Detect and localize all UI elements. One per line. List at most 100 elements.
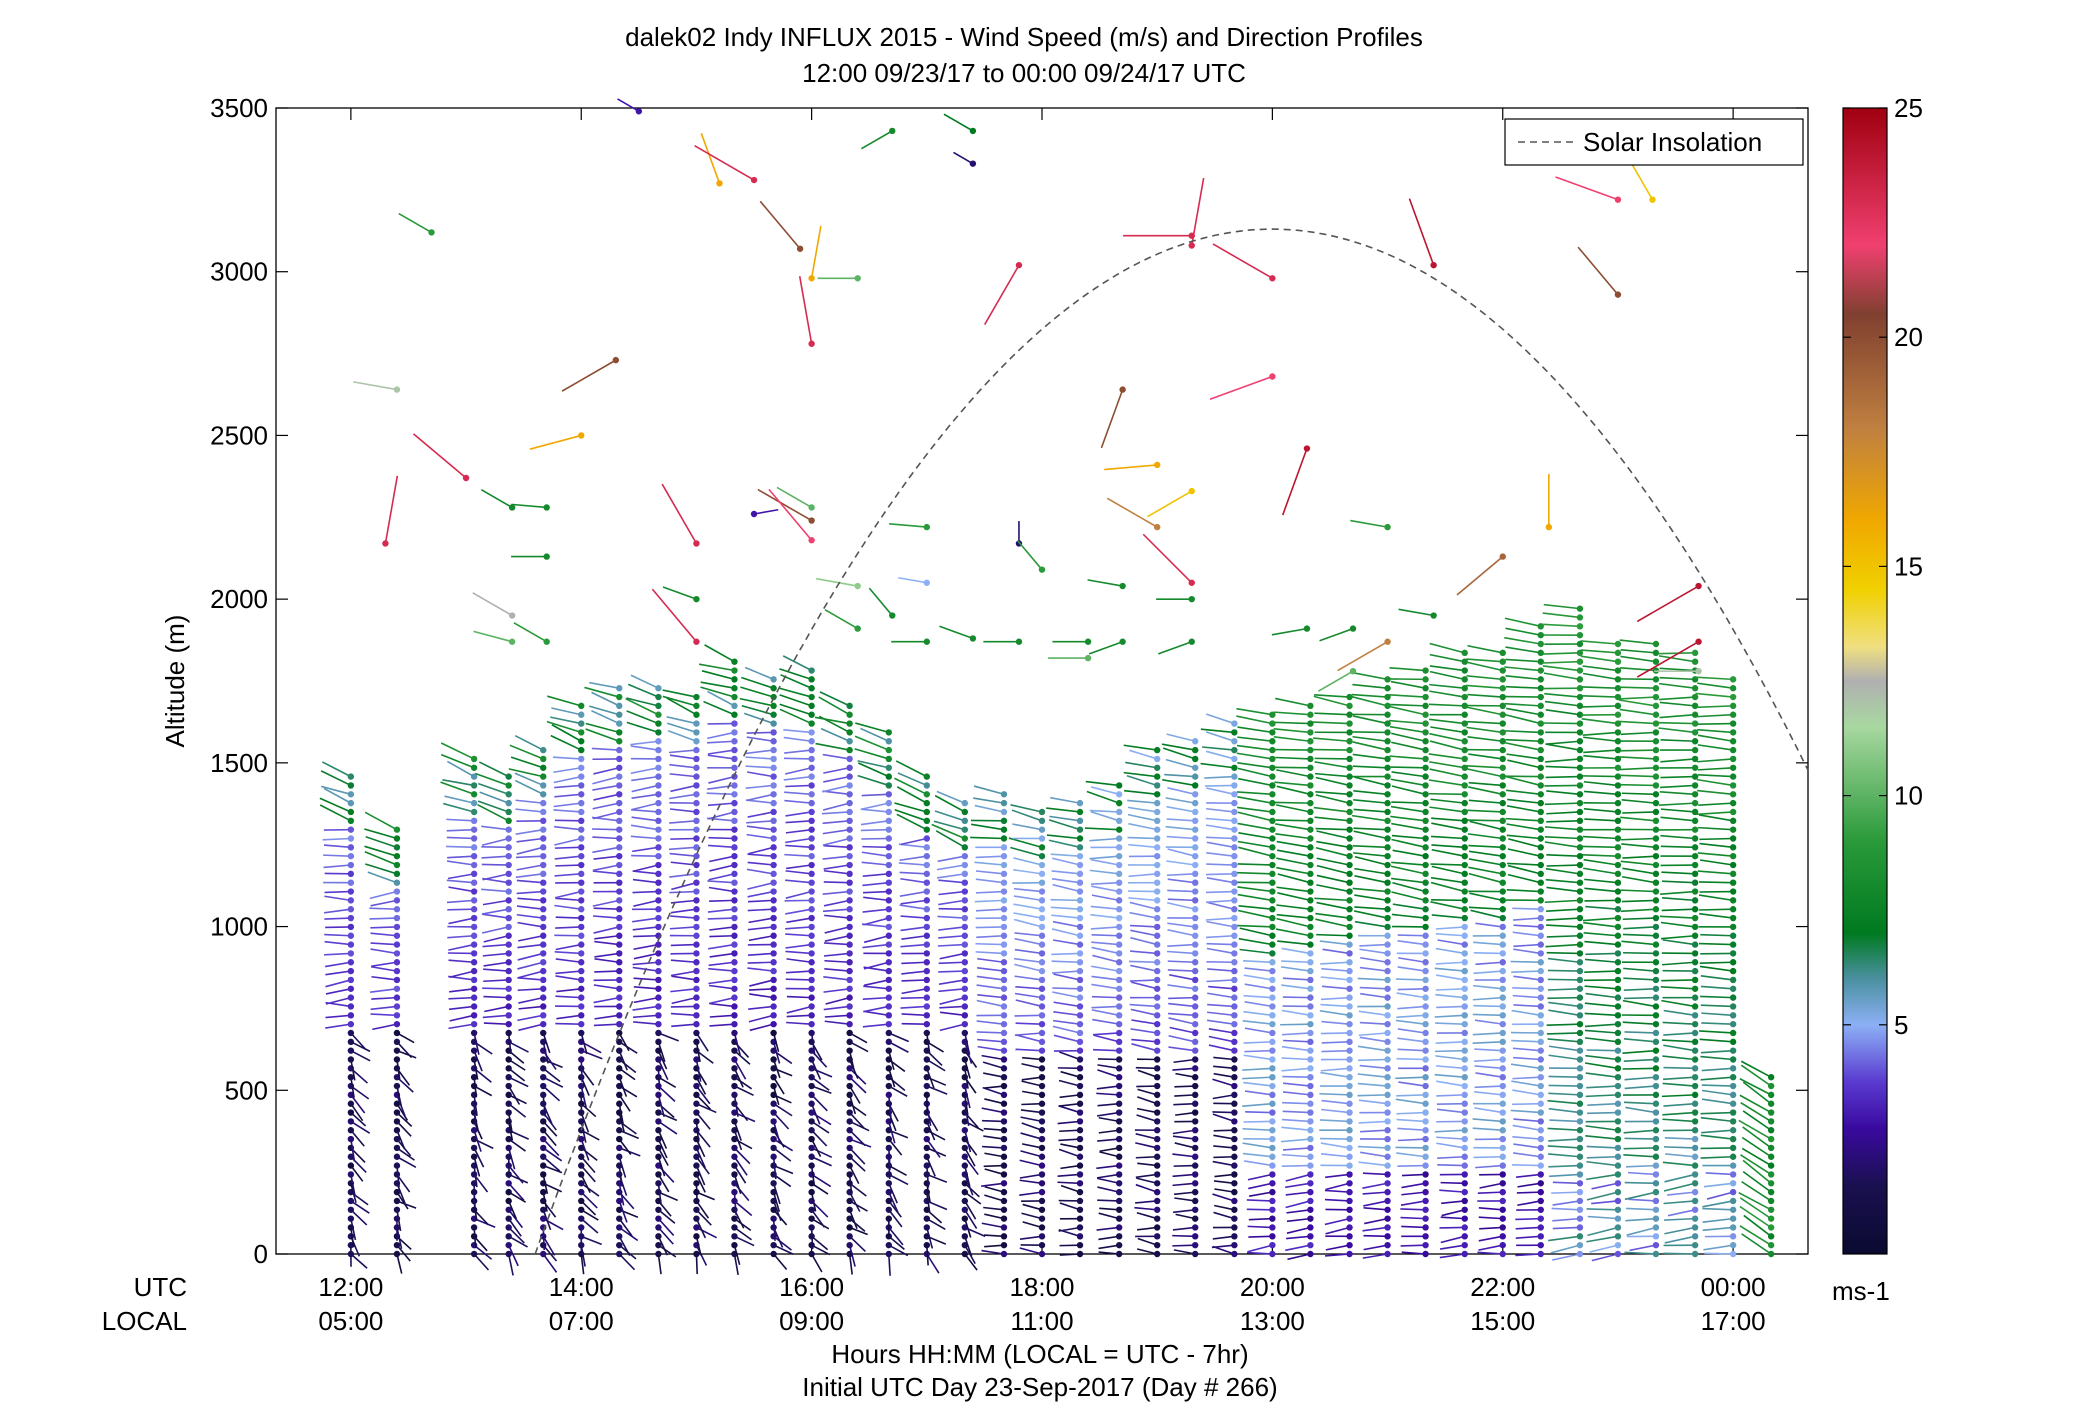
wind-barb-dot [1691, 1056, 1699, 1063]
wind-barb-dot [540, 941, 547, 948]
wind-barb-dot [1499, 658, 1506, 665]
wind-barb-shaft [1172, 1226, 1196, 1231]
wind-barb-dot [1652, 906, 1660, 913]
wind-barb-dot [1652, 1020, 1660, 1028]
wind-barb-dot [540, 835, 547, 842]
wind-barb-dot [1576, 711, 1584, 718]
wind-barb-dot [1384, 1003, 1391, 1010]
wind-barb-shaft [1397, 1127, 1426, 1132]
wind-barb-dot [1231, 1020, 1238, 1028]
wind-barb-dot [1537, 738, 1544, 745]
wind-barb-shaft [1242, 1127, 1273, 1132]
wind-barb-shaft [1620, 655, 1657, 663]
wind-barb-shaft [1429, 683, 1465, 689]
wind-barb-shaft [1505, 658, 1541, 663]
y-tick-label: 1000 [210, 912, 268, 942]
wind-barb-dot [1614, 729, 1622, 736]
wind-barb-shaft [1053, 973, 1081, 981]
wind-barb-dot [1461, 985, 1468, 992]
wind-barb-shaft [849, 1147, 866, 1165]
wind-barb-shaft [773, 1147, 792, 1162]
wind-barb-dot [1153, 959, 1161, 966]
wind-barb-dot [1192, 1188, 1199, 1196]
wind-barb-dot [505, 897, 512, 904]
wind-barb-shaft [1206, 863, 1235, 866]
wind-barb-dot [885, 1003, 892, 1010]
wind-barb-shaft [1549, 1119, 1580, 1123]
wind-barb-shaft [350, 1253, 368, 1269]
wind-barb-shaft [1019, 1235, 1043, 1240]
wind-barb-shaft [670, 970, 697, 977]
wind-barb-shaft [1546, 886, 1581, 893]
wind-barb-dot [770, 1250, 777, 1258]
wind-barb-shaft [1620, 889, 1656, 893]
wind-barb-dot [770, 746, 777, 754]
wind-barb-dot [1461, 888, 1468, 895]
wind-barb-dot [846, 755, 853, 763]
wind-barb-dot [1153, 994, 1161, 1001]
wind-barb-dot [1115, 844, 1123, 851]
wind-barb-dot [470, 994, 478, 1001]
wind-barb-dot [505, 932, 512, 939]
wind-barb-shaft [984, 1098, 1005, 1105]
wind-barb-shaft [1586, 1145, 1618, 1149]
wind-barb-shaft [1212, 1078, 1235, 1087]
wind-barb-shaft [632, 870, 659, 875]
wind-barb-dot [808, 1144, 815, 1152]
wind-barb-dot [1614, 817, 1622, 825]
wind-barb-dot [1422, 897, 1429, 904]
wind-barb-shaft [926, 1129, 946, 1141]
wind-barb-shaft [1206, 787, 1235, 796]
wind-barb-dot [1576, 685, 1584, 692]
wind-barb-dot [923, 923, 931, 931]
wind-barb-shaft [1352, 753, 1388, 760]
wind-barb-shaft [1020, 1132, 1043, 1140]
wind-barb-dot [655, 1250, 662, 1258]
wind-barb-shaft [1130, 936, 1158, 946]
wind-barb-dot [1192, 1109, 1199, 1116]
wind-barb-shaft [325, 979, 352, 988]
wind-barb-dot [347, 1197, 355, 1205]
wind-barb-shaft [1169, 974, 1196, 981]
wind-barb-shaft [811, 1129, 828, 1147]
wind-barb-shaft [811, 1235, 829, 1251]
wind-barb-dot [578, 782, 585, 789]
wind-barb-shaft [1092, 1018, 1120, 1025]
wind-barb-shaft [1623, 1058, 1656, 1063]
wind-barb-shaft [1585, 952, 1618, 956]
wind-barb-shaft [657, 1050, 668, 1070]
wind-barb-dot [505, 1073, 512, 1081]
wind-barb-dot [1000, 1162, 1008, 1169]
wind-barb-dot [808, 967, 815, 975]
wind-barb-shaft [1237, 863, 1273, 866]
wind-barb-dot [578, 746, 585, 754]
wind-barb-shaft [324, 933, 351, 937]
wind-barb-shaft [757, 488, 813, 522]
wind-barb-dot [1652, 782, 1660, 789]
wind-barb-dot [1576, 799, 1584, 807]
wind-barb-shaft [1244, 967, 1273, 972]
wind-barb-shaft [1435, 1041, 1465, 1044]
wind-barb-shaft [748, 1014, 774, 1023]
wind-barb-dot [1038, 959, 1046, 966]
wind-barb-dot [1729, 950, 1737, 957]
wind-barb-shaft [733, 1094, 739, 1117]
wind-barb-dot [1192, 1144, 1199, 1152]
wind-barb-dot [1269, 1038, 1276, 1046]
wind-barb-dot [1461, 1197, 1468, 1205]
wind-barb-shaft [398, 212, 432, 234]
wind-barb-dot [655, 1118, 662, 1125]
wind-barb-shaft [580, 1174, 591, 1194]
wind-barb-dot [1231, 985, 1238, 992]
wind-barb-dot [505, 1250, 512, 1258]
wind-barb-dot [1499, 1197, 1506, 1205]
wind-barb-shaft [939, 625, 974, 640]
wind-barb-dot [846, 1127, 853, 1134]
wind-barb-shaft [671, 881, 697, 891]
wind-barb-dot [1384, 720, 1391, 727]
wind-barb-dot [846, 1082, 853, 1090]
wind-barb-dot [616, 738, 623, 745]
wind-barb-dot [693, 1206, 700, 1213]
wind-barb-dot [885, 1065, 892, 1072]
wind-barb-shaft [810, 1165, 816, 1187]
